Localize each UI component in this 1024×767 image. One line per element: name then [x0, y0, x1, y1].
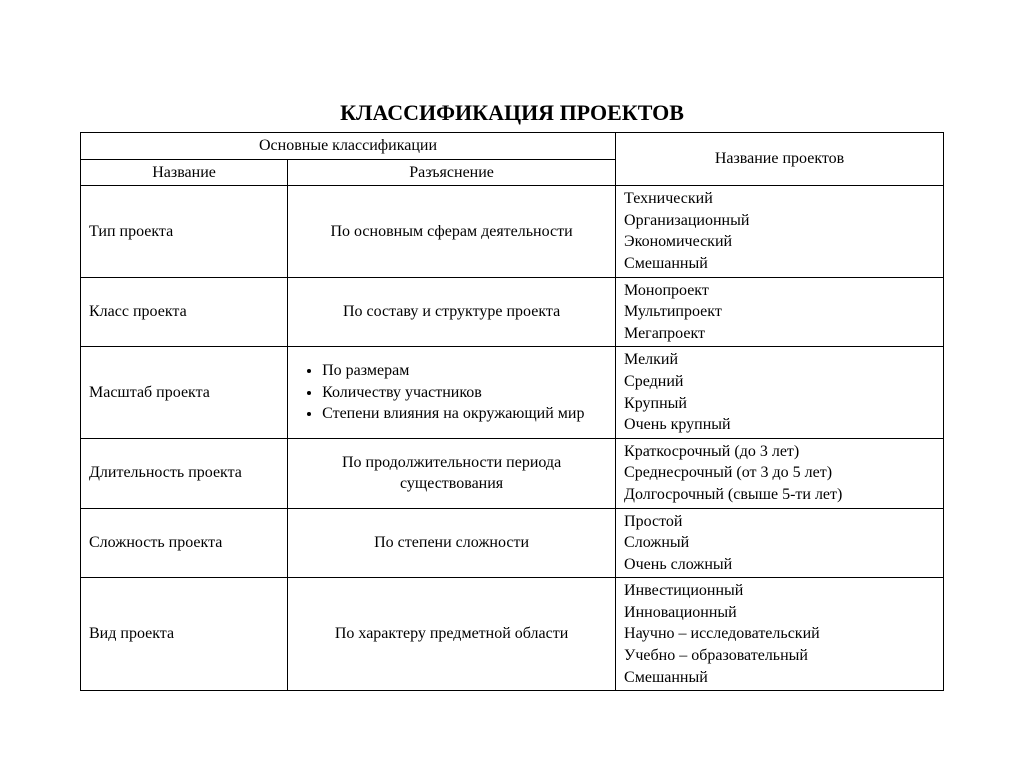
header-projects: Название проектов [616, 133, 944, 186]
project-line: Организационный [624, 210, 937, 232]
project-line: Краткосрочный (до 3 лет) [624, 441, 937, 463]
project-line: Технический [624, 188, 937, 210]
explanation-bullet-list: По размерамКоличеству участниковСтепени … [294, 360, 609, 425]
header-explanation: Разъяснение [288, 159, 616, 186]
project-line: Смешанный [624, 667, 937, 689]
cell-projects: МонопроектМультипроектМегапроект [616, 277, 944, 347]
project-line: Крупный [624, 393, 937, 415]
table-row: Масштаб проектаПо размерамКоличеству уча… [81, 347, 944, 438]
cell-projects: Краткосрочный (до 3 лет)Среднесрочный (о… [616, 438, 944, 508]
project-line: Учебно – образовательный [624, 645, 937, 667]
cell-explanation: По основным сферам деятельности [288, 186, 616, 277]
explanation-bullet: Количеству участников [322, 382, 609, 404]
page-title: КЛАССИФИКАЦИЯ ПРОЕКТОВ [80, 100, 944, 126]
project-line: Инновационный [624, 602, 937, 624]
cell-explanation: По характеру предметной области [288, 578, 616, 691]
table-row: Тип проектаПо основным сферам деятельнос… [81, 186, 944, 277]
explanation-bullet: Степени влияния на окружающий мир [322, 403, 609, 425]
project-line: Мегапроект [624, 323, 937, 345]
explanation-bullet: По размерам [322, 360, 609, 382]
project-line: Очень сложный [624, 554, 937, 576]
project-line: Мультипроект [624, 301, 937, 323]
project-line: Сложный [624, 532, 937, 554]
header-name: Название [81, 159, 288, 186]
cell-explanation: По размерамКоличеству участниковСтепени … [288, 347, 616, 438]
cell-explanation: По продолжительности периода существован… [288, 438, 616, 508]
project-line: Простой [624, 511, 937, 533]
project-line: Средний [624, 371, 937, 393]
project-line: Долгосрочный (свыше 5-ти лет) [624, 484, 937, 506]
header-main-classifications: Основные классификации [81, 133, 616, 160]
classification-table: Основные классификации Название проектов… [80, 132, 944, 691]
cell-projects: ПростойСложныйОчень сложный [616, 508, 944, 578]
cell-explanation: По составу и структуре проекта [288, 277, 616, 347]
cell-name: Масштаб проекта [81, 347, 288, 438]
cell-projects: ИнвестиционныйИнновационныйНаучно – иссл… [616, 578, 944, 691]
project-line: Смешанный [624, 253, 937, 275]
project-line: Среднесрочный (от 3 до 5 лет) [624, 462, 937, 484]
cell-name: Класс проекта [81, 277, 288, 347]
cell-explanation: По степени сложности [288, 508, 616, 578]
cell-name: Сложность проекта [81, 508, 288, 578]
project-line: Монопроект [624, 280, 937, 302]
project-line: Очень крупный [624, 414, 937, 436]
project-line: Экономический [624, 231, 937, 253]
project-line: Инвестиционный [624, 580, 937, 602]
cell-name: Вид проекта [81, 578, 288, 691]
table-row: Сложность проектаПо степени сложностиПро… [81, 508, 944, 578]
project-line: Мелкий [624, 349, 937, 371]
cell-name: Тип проекта [81, 186, 288, 277]
cell-projects: МелкийСреднийКрупныйОчень крупный [616, 347, 944, 438]
cell-name: Длительность проекта [81, 438, 288, 508]
project-line: Научно – исследовательский [624, 623, 937, 645]
table-row: Длительность проектаПо продолжительности… [81, 438, 944, 508]
table-row: Вид проектаПо характеру предметной облас… [81, 578, 944, 691]
table-body: Тип проектаПо основным сферам деятельнос… [81, 186, 944, 691]
cell-projects: ТехническийОрганизационныйЭкономическийС… [616, 186, 944, 277]
table-row: Класс проектаПо составу и структуре прое… [81, 277, 944, 347]
